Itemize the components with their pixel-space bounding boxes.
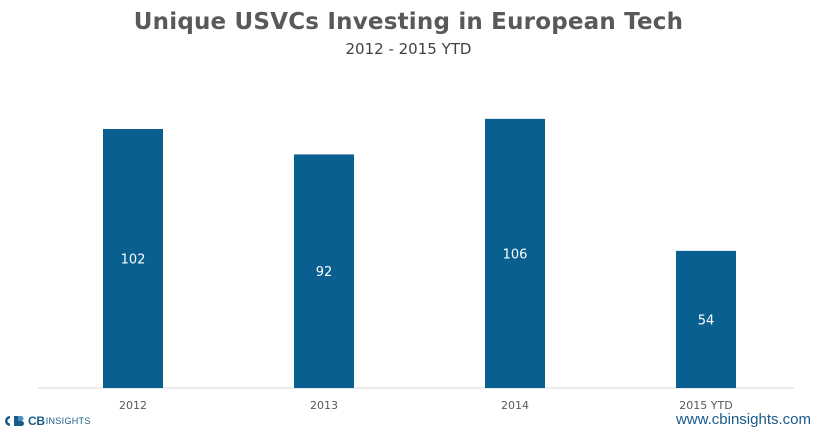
x-tick-label: 2012 <box>119 399 147 412</box>
bars-group <box>103 118 736 388</box>
logo-cb-text: CB <box>28 414 45 428</box>
x-tick-label: 2015 YTD <box>679 399 732 412</box>
cb-insights-logo: CB INSIGHTS <box>4 414 91 428</box>
cb-logo-icon <box>5 416 24 426</box>
chart-title: Unique USVCs Investing in European Tech <box>133 9 684 35</box>
x-tick-label: 2013 <box>310 399 338 412</box>
source-url: www.cbinsights.com <box>675 411 811 428</box>
bar-2015-ytd <box>676 250 736 388</box>
tick-labels-group: 2012 2013 2014 2015 YTD <box>119 399 733 412</box>
bar-value-label: 106 <box>503 247 528 262</box>
x-tick-label: 2014 <box>501 399 529 412</box>
bar-2012 <box>103 129 163 388</box>
bar-2013 <box>294 154 354 388</box>
bar-labels-group: 102 92 106 54 <box>121 247 715 328</box>
bar-value-label: 54 <box>698 313 715 328</box>
chart-subtitle: 2012 - 2015 YTD <box>345 40 472 58</box>
logo-insights-text: INSIGHTS <box>45 416 91 426</box>
bar-value-label: 102 <box>121 253 146 268</box>
bar-2014 <box>485 118 545 388</box>
bar-value-label: 92 <box>316 265 333 280</box>
